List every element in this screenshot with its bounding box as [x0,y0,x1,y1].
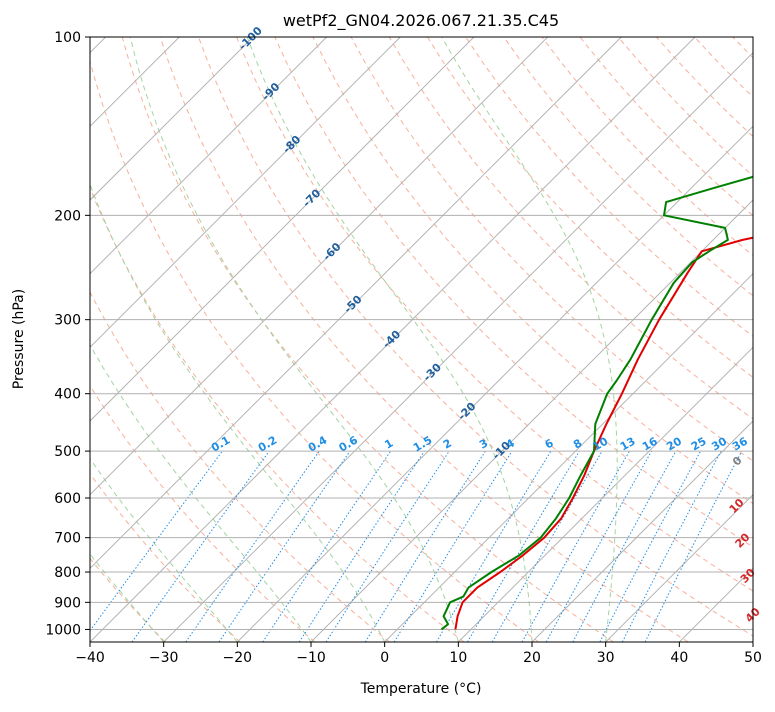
x-tick-label: 40 [670,650,688,666]
y-tick-label: 300 [54,313,81,329]
x-tick-label: 10 [449,650,467,666]
isotherm-line [0,37,253,642]
x-tick-label: 0 [380,650,389,666]
x-tick-label: −10 [296,650,326,666]
isotherm-line [753,37,775,642]
dry-adiabat [160,37,688,642]
pressure-gridlines [90,37,753,629]
dry-adiabat [656,37,775,642]
isotherm-label: -90 [259,80,282,103]
isotherm-label: -20 [455,400,478,423]
y-tick-label: 800 [54,565,81,581]
x-tick-label: −40 [75,650,105,666]
isotherm-label: -60 [320,240,343,263]
isotherm-label: -50 [341,292,364,315]
moist-adiabat [0,37,237,642]
theta-label: 10 [727,496,747,516]
theta-label: 30 [738,566,758,586]
y-tick-label: 400 [54,387,81,403]
dry-adiabat [733,37,775,642]
dry-adiabat [237,37,775,642]
x-tick-label: 20 [523,650,541,666]
mixing-ratio-label: 2 [441,437,454,452]
mixing-ratio-line [645,451,742,642]
mixing-ratio-line [326,451,449,642]
isotherm-line [532,37,775,642]
dry-adiabat [351,37,775,642]
dry-adiabat [8,37,390,642]
y-tick-label: 200 [54,208,81,224]
dry-adiabat [771,37,775,642]
theta-label: 20 [733,530,753,550]
dry-adiabat [427,37,775,642]
isotherm-line [16,37,621,642]
isotherm-line [237,37,775,642]
y-tick-label: 1000 [45,622,81,638]
isotherm-label: -100 [236,24,265,53]
y-tick-label: 100 [54,30,81,46]
y-tick-label: 900 [54,595,81,611]
isotherm-label: -30 [421,360,444,383]
y-tick-label: 600 [54,491,81,507]
x-tick-label: 30 [597,650,615,666]
isotherm-line [164,37,769,642]
x-tick-label: 50 [744,650,762,666]
mixing-ratio-line [622,451,721,642]
mixing-ratio-line [394,451,512,642]
isotherm-line [311,37,775,642]
theta-label: 0 [730,454,745,469]
y-axis-label: Pressure (hPa) [11,289,27,389]
moist-adiabat [130,37,458,642]
x-axis-label: Temperature (°C) [360,681,482,697]
mixing-ratio-line [132,451,269,642]
x-tick-label: −30 [149,650,179,666]
mixing-ratio-label: 1 [382,437,395,452]
mixing-ratio-line [365,451,485,642]
mixing-ratio-label: 3 [477,437,490,452]
mixing-ratio-line [573,451,676,642]
dry-adiabat [0,37,315,642]
mixing-ratio-line [546,451,651,642]
dewpoint-line [441,37,775,629]
dry-adiabat [542,37,775,642]
mixing-ratio-line [219,451,350,642]
moist-adiabat [0,37,311,642]
x-tick-label: −20 [223,650,253,666]
dry-adiabat [504,37,775,642]
isotherm-line [0,37,400,642]
y-tick-label: 500 [54,444,81,460]
isotherm-line [0,37,327,642]
isotherm-label: -40 [380,328,403,351]
mixing-ratio-line [522,451,629,642]
isotherm-line [606,37,775,642]
mixing-ratio-line [82,451,223,642]
dry-adiabat [695,37,775,642]
isotherm-line [679,37,775,642]
series-group [441,37,775,629]
mixing-ratio-label: 6 [543,436,556,451]
isotherm-label: -70 [300,186,323,209]
moist-adiabat [442,37,618,642]
dry-adiabat [0,37,240,642]
isotherm-line [0,37,474,642]
dry-adiabat [389,37,775,642]
y-tick-label: 700 [54,531,81,547]
mixing-ratio-line [600,451,701,642]
isotherm-line [385,37,775,642]
mixing-ratio-line [468,451,580,642]
moist-adiabat [52,37,385,642]
chart-title: wetPf2_GN04.2026.067.21.35.C45 [283,11,559,31]
